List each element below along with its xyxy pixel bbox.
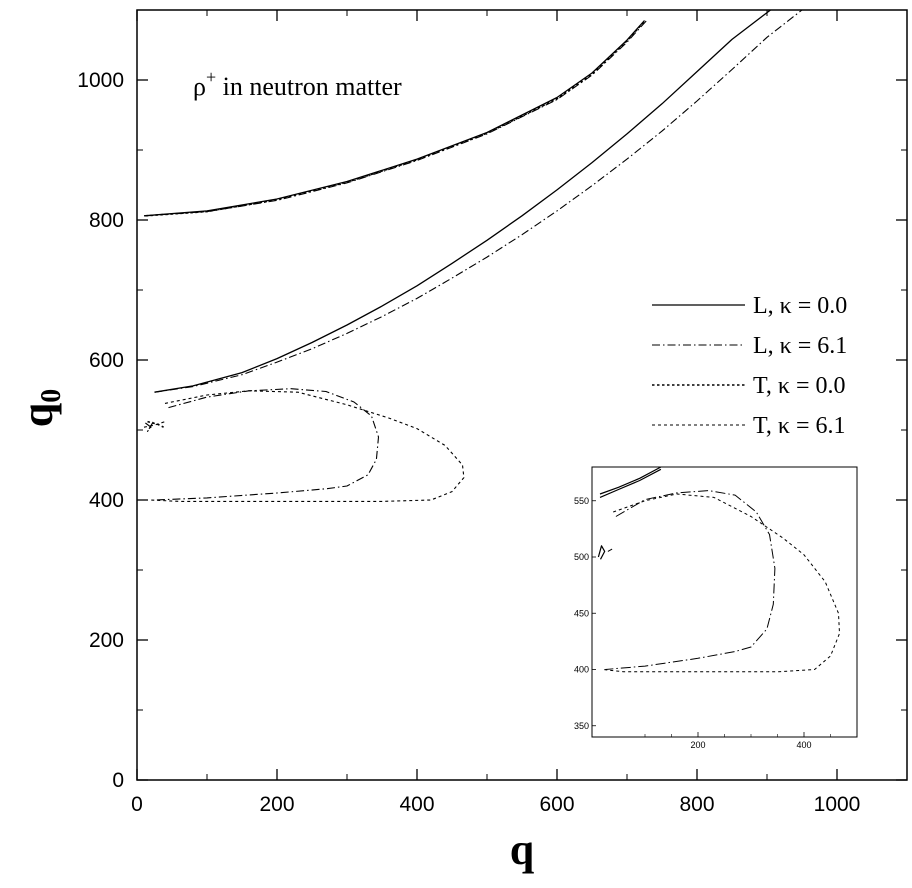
y-tick-label: 1000	[77, 69, 124, 92]
x-axis-label: q	[510, 825, 535, 874]
inset-series-line-shortdash	[602, 493, 840, 673]
annotation-text: in neutron matter	[216, 72, 402, 101]
y-tick-label: 400	[89, 489, 124, 512]
x-tick-label: 400	[399, 793, 434, 816]
inset-x-tick-label: 400	[796, 740, 811, 750]
inset-x-tick-label: 200	[690, 740, 705, 750]
x-tick-label: 600	[539, 793, 574, 816]
inset-series-layer	[597, 466, 840, 673]
chart-annotation: ρ+ in neutron matter	[193, 67, 402, 101]
legend-label: T, κ = 6.1	[753, 413, 846, 439]
inset-series-line-dashdot	[607, 548, 613, 552]
main-series-layer	[143, 9, 803, 502]
x-tick-label: 1000	[814, 793, 861, 816]
series-line-dashdot	[154, 9, 803, 393]
y-axis-label-main: q	[13, 402, 62, 427]
main-plot-frame	[136, 9, 908, 781]
series-line-solid	[154, 9, 771, 393]
x-tick-label: 800	[679, 793, 714, 816]
x-tick-label: 0	[131, 793, 143, 816]
y-tick-label: 200	[89, 629, 124, 652]
legend-label: L, κ = 0.0	[753, 293, 847, 319]
inset-y-tick-label: 350	[574, 721, 589, 731]
y-tick-label: 0	[112, 769, 124, 792]
y-axis-label: q0	[13, 389, 67, 427]
inset-y-tick-label: 400	[574, 665, 589, 675]
inset-series-line-dashdot	[605, 490, 776, 670]
legend-label: T, κ = 0.0	[753, 373, 846, 399]
inset-y-tick-label: 500	[574, 552, 589, 562]
inset-y-tick-label: 550	[574, 496, 589, 506]
legend: L, κ = 0.0 L, κ = 6.1 T, κ = 0.0 T, κ = 6.1	[652, 293, 847, 439]
inset-series-line-solid	[599, 466, 662, 495]
inset-y-tick-label: 450	[574, 608, 589, 618]
series-line-dashdot	[145, 20, 648, 217]
inset-axes: 200 400 350 400 450 500 550	[574, 496, 831, 750]
series-line-dotted	[145, 19, 646, 217]
annotation-symbol: ρ	[193, 72, 206, 101]
series-line-dashdot	[154, 388, 380, 501]
y-tick-label: 800	[89, 209, 124, 232]
y-axis-label-subscript: 0	[36, 389, 67, 403]
series-line-shortdash	[150, 390, 465, 502]
inset-series-line-solid	[597, 545, 606, 560]
main-axes: 0 200 400 600 800 1000 0 200 400 600 800 1000	[77, 10, 907, 816]
inset-frame	[591, 466, 858, 738]
series-line-shortdash	[143, 421, 166, 428]
inset-series-line-solid	[599, 468, 662, 498]
annotation-superscript: +	[206, 67, 216, 87]
legend-label: L, κ = 6.1	[753, 333, 847, 359]
x-tick-label: 200	[259, 793, 294, 816]
y-tick-label: 600	[89, 349, 124, 372]
series-line-solid	[143, 20, 645, 217]
